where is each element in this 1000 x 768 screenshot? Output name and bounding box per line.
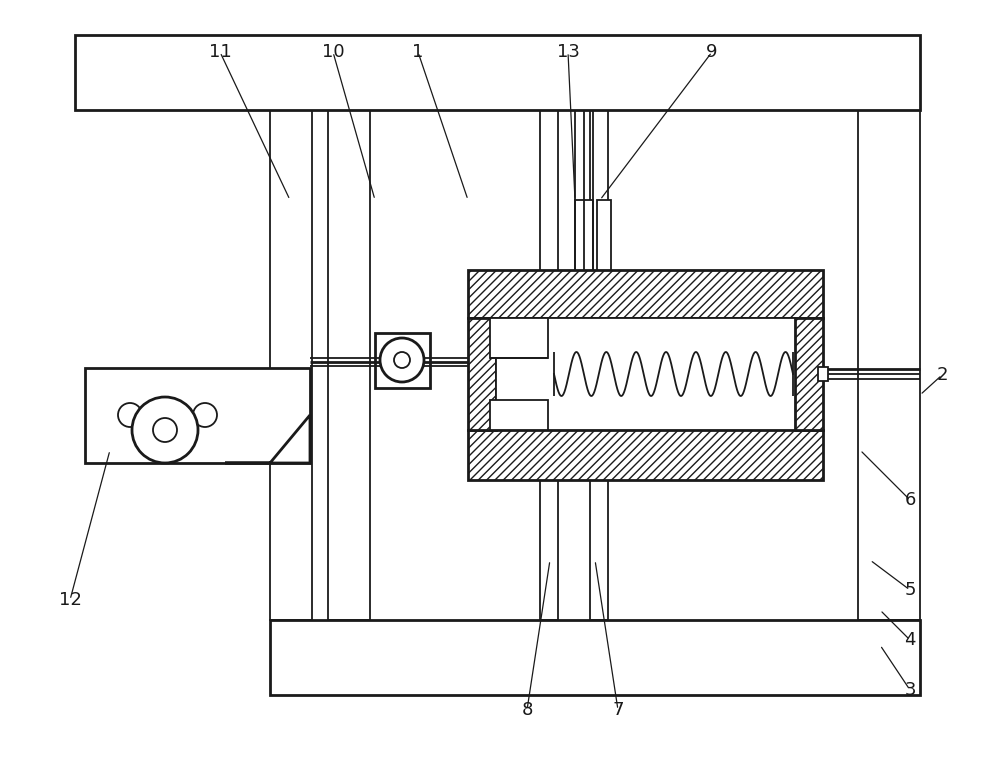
- Bar: [597, 200, 611, 270]
- Circle shape: [132, 397, 198, 463]
- Text: 6: 6: [904, 491, 916, 509]
- Bar: [575, 200, 593, 270]
- Text: 4: 4: [904, 631, 916, 649]
- Bar: [490, 400, 548, 430]
- Text: 7: 7: [612, 701, 624, 719]
- Bar: [270, 110, 312, 620]
- Text: 11: 11: [209, 43, 231, 61]
- Bar: [75, 35, 920, 110]
- Circle shape: [118, 403, 142, 427]
- Bar: [375, 333, 430, 388]
- Bar: [468, 270, 823, 318]
- Circle shape: [394, 352, 410, 368]
- Text: 8: 8: [521, 701, 533, 719]
- Bar: [540, 110, 558, 620]
- Bar: [858, 110, 920, 620]
- Bar: [818, 367, 828, 381]
- Bar: [490, 318, 548, 358]
- Text: 3: 3: [904, 681, 916, 699]
- Text: 12: 12: [59, 591, 81, 609]
- Text: 13: 13: [557, 43, 579, 61]
- Text: 9: 9: [706, 43, 718, 61]
- Text: 10: 10: [322, 43, 344, 61]
- Text: 5: 5: [904, 581, 916, 599]
- Bar: [468, 430, 823, 480]
- Circle shape: [153, 418, 177, 442]
- Bar: [795, 318, 823, 430]
- Polygon shape: [225, 415, 310, 463]
- Bar: [590, 110, 608, 620]
- Bar: [468, 318, 496, 430]
- Text: 2: 2: [936, 366, 948, 384]
- Bar: [270, 620, 920, 695]
- Circle shape: [380, 338, 424, 382]
- Text: 1: 1: [412, 43, 424, 61]
- Bar: [85, 368, 310, 463]
- Bar: [496, 318, 795, 430]
- Bar: [328, 110, 370, 620]
- Circle shape: [193, 403, 217, 427]
